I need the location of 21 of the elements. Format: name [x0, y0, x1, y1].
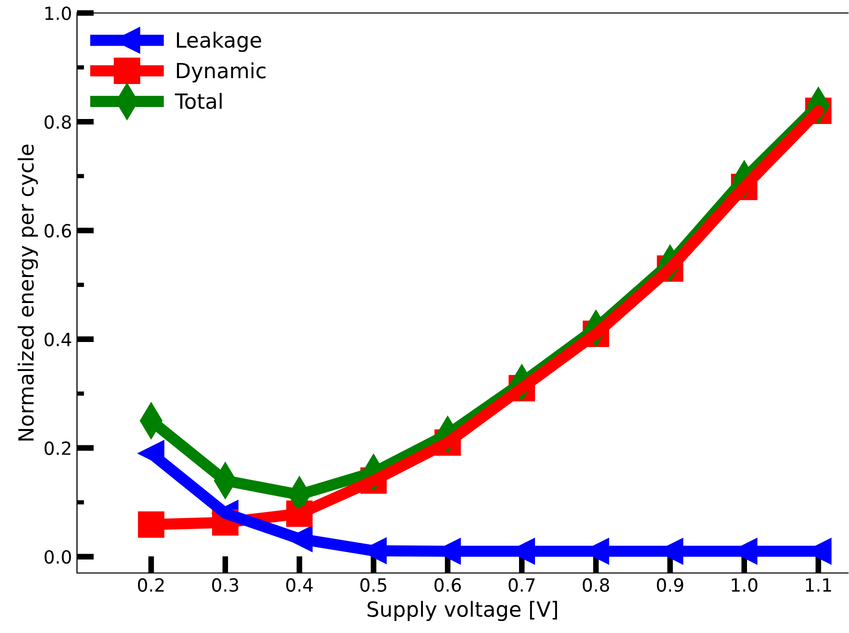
y-axis-title: Normalized energy per cycle: [18, 144, 38, 440]
legend-label: Total: [174, 92, 222, 110]
y-tick-label: 1.0: [45, 6, 71, 20]
x-tick-label: 1.0: [732, 578, 758, 592]
x-tick-label: 0.2: [138, 578, 164, 592]
y-tick-label: 0.0: [44, 550, 71, 564]
x-tick-label: 0.5: [360, 578, 386, 592]
y-tick-label: 0.8: [44, 115, 71, 129]
x-axis-title: Supply voltage [V]: [368, 600, 557, 622]
x-tick-label: 0.6: [434, 578, 461, 592]
x-tick-label: 0.8: [582, 578, 610, 592]
x-tick-label: 0.4: [286, 578, 313, 592]
y-tick-label: 0.4: [44, 332, 72, 346]
x-tick-label: 0.3: [212, 578, 238, 592]
legend-label: Leakage: [176, 32, 262, 52]
y-tick-label: 0.2: [44, 441, 70, 456]
x-tick-label: 1.1: [806, 578, 832, 592]
y-tick-label: 0.6: [44, 224, 72, 238]
legend-label: Dynamic: [176, 62, 266, 82]
x-tick-label: 0.9: [656, 578, 684, 592]
x-tick-label: 0.7: [508, 578, 535, 592]
